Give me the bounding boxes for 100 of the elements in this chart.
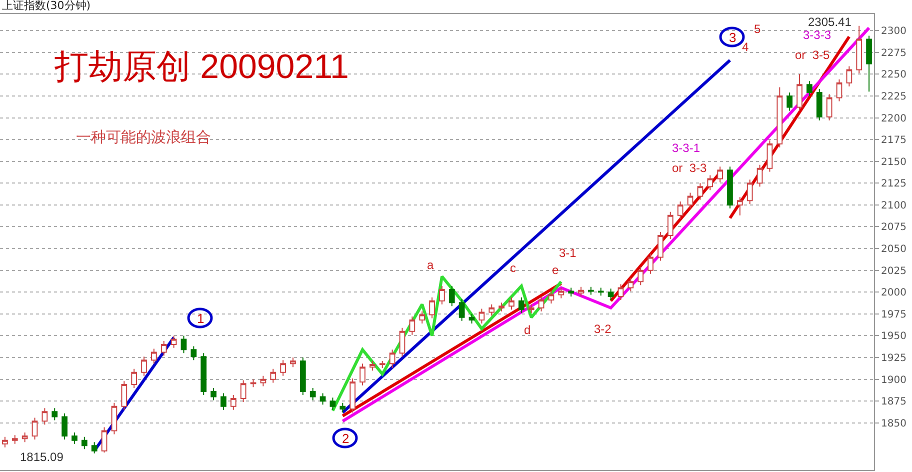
candlestick [32, 417, 38, 440]
y-tick-label: 2025 [881, 266, 906, 277]
candlestick [766, 140, 773, 172]
candlestick [548, 290, 554, 304]
candlestick [518, 296, 524, 314]
candlestick [91, 442, 98, 454]
candlestick [52, 408, 58, 421]
y-tick-label: 2175 [881, 135, 906, 146]
candlestick [776, 86, 783, 148]
candlestick [270, 368, 276, 384]
candlestick [468, 313, 475, 324]
candlestick [160, 340, 167, 356]
annotation: 2305.41 [808, 15, 852, 29]
y-tick-label: 2075 [881, 222, 906, 234]
candlestick [498, 302, 504, 312]
candlestick [290, 357, 296, 368]
annotation: c [510, 261, 516, 275]
candlestick [210, 388, 216, 401]
candlestick [836, 78, 842, 102]
candlestick [389, 349, 396, 368]
candlestick [320, 392, 326, 406]
y-tick-label: 2200 [881, 113, 906, 124]
annotation: 4 [742, 40, 749, 54]
candlestick [230, 394, 236, 410]
candlestick [478, 308, 485, 324]
y-tick-label: 2150 [881, 156, 906, 168]
candlestick [448, 286, 455, 307]
y-tick-label: 2100 [881, 200, 906, 212]
candlestick [618, 284, 624, 300]
y-tick-label: 1925 [881, 353, 906, 364]
text: 一种可能的波浪组合 [76, 128, 211, 146]
candlestick [379, 360, 386, 368]
candlestick [697, 182, 704, 200]
candlestick [528, 304, 534, 314]
candlestick [658, 231, 664, 262]
annotation: or 3-3 [672, 161, 708, 175]
candlestick [786, 92, 793, 112]
candlestick [72, 432, 78, 444]
y-tick-label: 2050 [881, 244, 906, 256]
candlestick [558, 287, 564, 299]
annotation: 3-3-1 [672, 141, 700, 155]
candlestick [330, 397, 336, 410]
candlestick [648, 253, 654, 274]
text: 打劫原创 20090211 [54, 48, 349, 86]
candlestick [200, 352, 207, 396]
y-tick-label: 2000 [881, 288, 906, 299]
candlestick [638, 266, 644, 286]
candlestick [151, 348, 157, 364]
candlestick [598, 287, 604, 296]
annotation: 3-2 [594, 322, 612, 336]
annotation: 3 [729, 30, 736, 45]
y-tick-label: 2250 [881, 70, 906, 81]
annotation: e [552, 263, 559, 277]
y-tick-label: 1850 [881, 418, 906, 430]
candlestick [121, 380, 128, 410]
candlestick [240, 380, 246, 402]
candlestick [816, 88, 822, 121]
candlestick [826, 94, 832, 121]
candlestick [508, 296, 514, 310]
candlestick [190, 346, 197, 361]
candlestick [568, 287, 574, 297]
y-tick-label: 2300 [881, 26, 906, 38]
annotation: a [427, 258, 434, 272]
candlestick [746, 179, 753, 205]
candlestick [538, 296, 544, 312]
annotation: or 3-5 [795, 48, 830, 62]
candlestick [458, 298, 465, 322]
candlestick [588, 286, 594, 296]
candlestick [707, 174, 714, 191]
candlestick [111, 402, 118, 435]
candlestick [736, 196, 743, 216]
candlestick [399, 327, 406, 358]
candlestick [419, 310, 426, 324]
candlestick [727, 166, 733, 209]
candlestick [806, 80, 812, 96]
y-tick-label: 1950 [881, 331, 906, 342]
candlestick [608, 288, 614, 300]
y-tick-label: 2275 [881, 48, 906, 59]
candlestick [856, 25, 862, 74]
candlestick [141, 356, 147, 376]
annotation: 2 [342, 431, 350, 446]
text: 上证指数(30分钟) [2, 0, 91, 12]
candlestick [677, 200, 684, 220]
candlestick [22, 432, 28, 443]
candlestick [687, 192, 694, 209]
candlestick [370, 360, 376, 372]
candlestick [12, 434, 18, 444]
y-tick-label: 1900 [881, 374, 906, 386]
annotation: 1815.09 [20, 450, 64, 464]
candlestick [340, 402, 346, 413]
candlestick [280, 360, 286, 376]
candlestick [101, 426, 108, 454]
candlestick [310, 388, 316, 401]
candlestick [170, 335, 177, 348]
annotation: 5 [754, 22, 761, 36]
y-tick-label: 2125 [881, 178, 906, 190]
candlestick [360, 363, 366, 386]
annotation: 1 [197, 311, 204, 326]
candlestick [429, 296, 435, 319]
candlestick [717, 166, 723, 183]
